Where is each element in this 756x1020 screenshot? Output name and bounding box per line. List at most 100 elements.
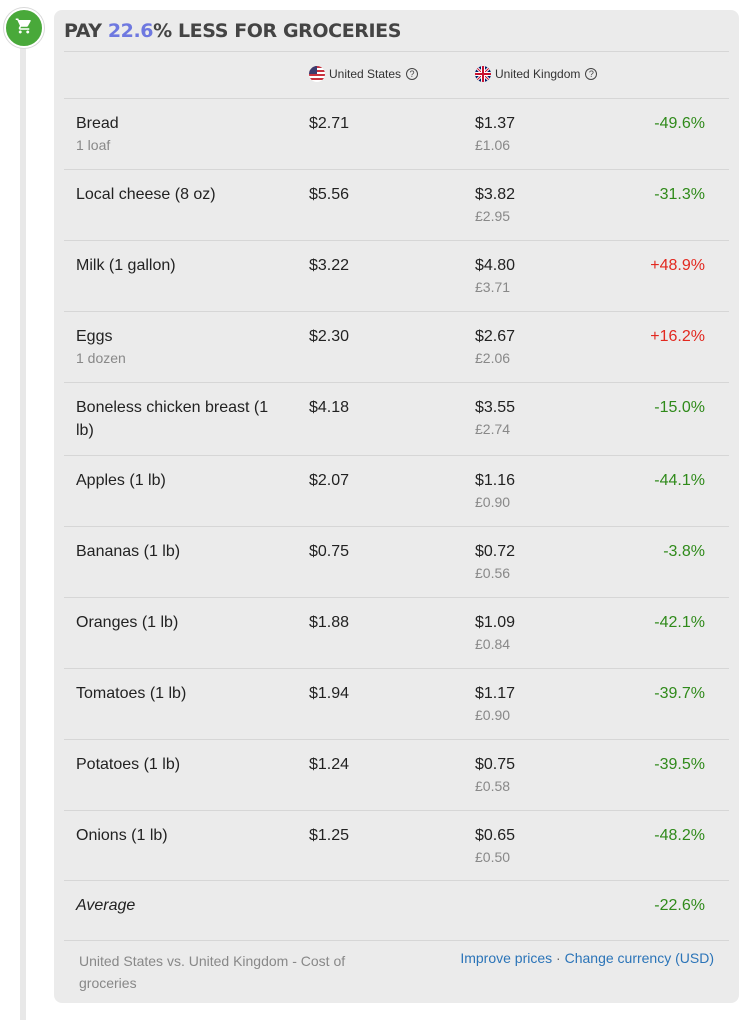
groceries-card: PAY 22.6% LESS FOR GROCERIES United Stat… xyxy=(54,10,739,1003)
uk-price-usd: $2.67 xyxy=(475,328,516,345)
item-name: Apples (1 lb) xyxy=(76,472,166,489)
divider xyxy=(64,51,729,52)
item-name: Oranges (1 lb) xyxy=(76,614,179,631)
price-difference: -44.1% xyxy=(654,472,705,489)
uk-price-gbp: £0.90 xyxy=(475,707,511,723)
uk-price-gbp: £0.84 xyxy=(475,636,511,652)
us-price: $0.75 xyxy=(309,543,350,560)
item-name: Tomatoes (1 lb) xyxy=(76,685,187,702)
column-uk: United Kingdom ? xyxy=(475,66,598,82)
table-row: Tomatoes (1 lb) $1.94 $1.17 £0.90 -39.7% xyxy=(64,669,729,740)
uk-price-usd: $4.80 xyxy=(475,257,516,274)
uk-price-usd: $1.09 xyxy=(475,614,516,631)
uk-price-usd: $0.75 xyxy=(475,756,516,773)
table-row: Local cheese (8 oz) $5.56 $3.82 £2.95 -31.3% xyxy=(64,170,729,241)
card-title: PAY 22.6% LESS FOR GROCERIES xyxy=(64,20,401,42)
title-prefix: PAY xyxy=(64,20,108,42)
item-name: Milk (1 gallon) xyxy=(76,257,176,274)
price-difference: -49.6% xyxy=(654,115,705,132)
footer-caption: United States vs. United Kingdom - Cost … xyxy=(79,953,346,991)
uk-price-gbp: £0.90 xyxy=(475,494,511,510)
divider xyxy=(64,597,729,598)
help-circle-icon[interactable]: ? xyxy=(406,68,419,80)
column-uk-label: United Kingdom xyxy=(495,67,581,81)
uk-price-gbp: £0.56 xyxy=(475,565,511,581)
column-us: United States ? xyxy=(309,66,419,82)
divider xyxy=(64,880,729,881)
uk-price-usd: $1.37 xyxy=(475,115,516,132)
item-name: Bread xyxy=(76,115,119,132)
average-label: Average xyxy=(76,897,136,914)
us-price: $1.94 xyxy=(309,685,350,702)
table-row: Boneless chicken breast (1 lb) $4.18 $3.55… xyxy=(64,383,729,456)
item-name: Bananas (1 lb) xyxy=(76,543,181,560)
title-percent: 22.6 xyxy=(107,20,154,42)
table-row: Onions (1 lb) $1.25 $0.65 £0.50 -48.2% xyxy=(64,811,729,881)
us-price: $1.24 xyxy=(309,756,350,773)
divider xyxy=(64,382,729,383)
column-us-label: United States xyxy=(329,67,402,81)
table-row: Bread 1 loaf $2.71 $1.37 £1.06 -49.6% xyxy=(64,99,729,170)
average-row: Average -22.6% xyxy=(64,881,729,939)
uk-price-usd: $1.17 xyxy=(475,685,516,702)
divider xyxy=(64,668,729,669)
divider xyxy=(64,240,729,241)
us-price: $2.07 xyxy=(309,472,350,489)
uk-price-usd: $3.55 xyxy=(475,399,516,416)
shopping-cart-icon xyxy=(15,17,33,40)
price-difference: +48.9% xyxy=(650,257,705,274)
table-row: Potatoes (1 lb) $1.24 $0.75 £0.58 -39.5% xyxy=(64,740,729,811)
item-name: Onions (1 lb) xyxy=(76,827,168,844)
us-price: $1.88 xyxy=(309,614,350,631)
footer-links: Improve prices · Change currency (USD) xyxy=(460,950,714,966)
us-price: $1.25 xyxy=(309,827,350,844)
divider xyxy=(64,311,729,312)
divider xyxy=(64,98,729,99)
average-diff: -22.6% xyxy=(654,897,705,914)
price-difference: -15.0% xyxy=(654,399,705,416)
price-difference: -48.2% xyxy=(654,827,705,844)
timeline-line xyxy=(20,40,26,1020)
uk-price-gbp: £2.74 xyxy=(475,421,511,437)
divider xyxy=(64,810,729,811)
uk-price-usd: $0.72 xyxy=(475,543,516,560)
category-badge xyxy=(4,8,44,48)
table-row: Apples (1 lb) $2.07 $1.16 £0.90 -44.1% xyxy=(64,456,729,527)
uk-price-gbp: £3.71 xyxy=(475,279,511,295)
table-header: United States ? United Kingdom ? xyxy=(64,53,729,98)
us-price: $4.18 xyxy=(309,399,350,416)
uk-price-usd: $3.82 xyxy=(475,186,516,203)
price-difference: +16.2% xyxy=(650,328,705,345)
us-price: $5.56 xyxy=(309,186,350,203)
uk-price-gbp: £2.06 xyxy=(475,350,511,366)
table-row: Milk (1 gallon) $3.22 $4.80 £3.71 +48.9% xyxy=(64,241,729,312)
price-difference: -31.3% xyxy=(654,186,705,203)
table-row: Bananas (1 lb) $0.75 $0.72 £0.56 -3.8% xyxy=(64,527,729,598)
table-row: Eggs 1 dozen $2.30 $2.67 £2.06 +16.2% xyxy=(64,312,729,383)
change-currency-link[interactable]: Change currency (USD) xyxy=(564,950,714,966)
price-difference: -39.5% xyxy=(654,756,705,773)
uk-price-gbp: £1.06 xyxy=(475,137,511,153)
help-circle-icon[interactable]: ? xyxy=(585,68,598,80)
divider xyxy=(64,739,729,740)
uk-price-gbp: £0.50 xyxy=(475,849,511,865)
divider xyxy=(64,455,729,456)
item-name: Local cheese (8 oz) xyxy=(76,186,216,203)
uk-price-usd: $0.65 xyxy=(475,827,516,844)
title-suffix: % LESS FOR GROCERIES xyxy=(153,20,402,42)
uk-price-usd: $1.16 xyxy=(475,472,516,489)
item-name: Potatoes (1 lb) xyxy=(76,756,181,773)
divider xyxy=(64,169,729,170)
us-price: $3.22 xyxy=(309,257,350,274)
divider xyxy=(64,526,729,527)
item-quantity: 1 loaf xyxy=(76,137,111,153)
price-difference: -39.7% xyxy=(654,685,705,702)
us-price: $2.30 xyxy=(309,328,350,345)
item-name: Boneless chicken breast (1 lb) xyxy=(76,399,269,439)
price-difference: -3.8% xyxy=(663,543,705,560)
uk-price-gbp: £2.95 xyxy=(475,208,511,224)
us-flag-icon xyxy=(309,66,325,82)
us-price: $2.71 xyxy=(309,115,350,132)
divider xyxy=(64,940,729,941)
improve-prices-link[interactable]: Improve prices xyxy=(460,950,553,966)
